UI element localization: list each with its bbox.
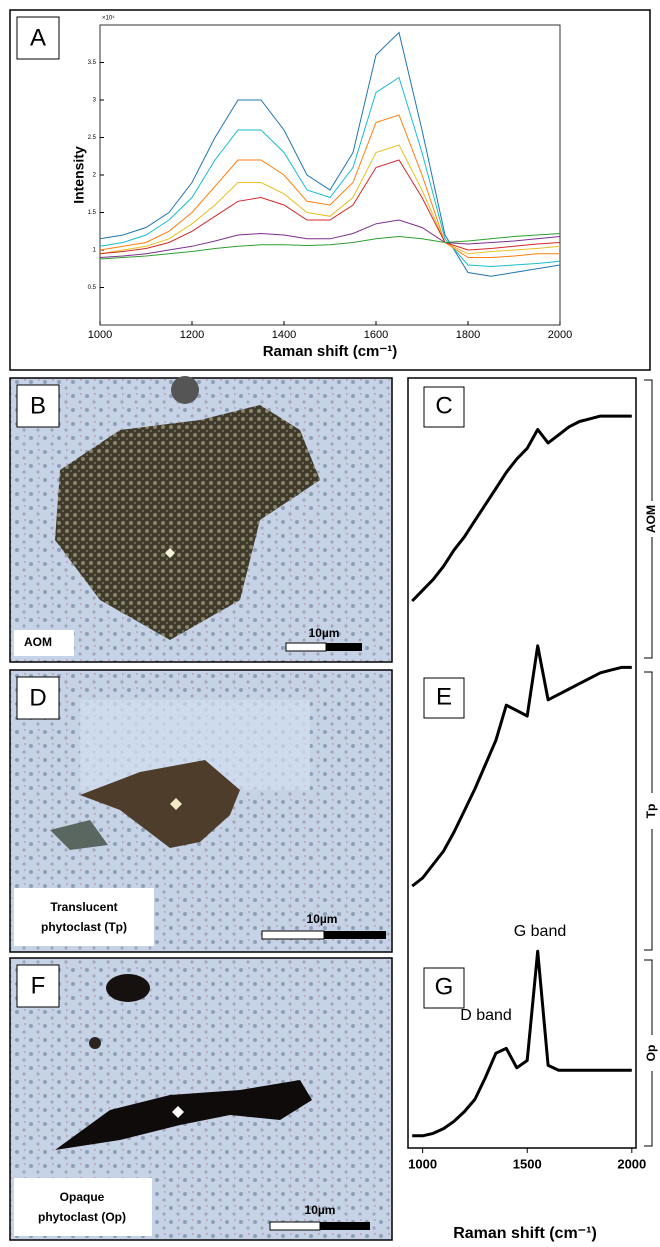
y-tick-label: 2.5: [88, 135, 97, 141]
panel-label: B: [30, 392, 46, 419]
caption-box: [14, 888, 154, 946]
scale-bar: [324, 931, 386, 939]
y-axis-label: Intensity: [71, 146, 87, 204]
y-tick-label: 0.5: [88, 285, 97, 291]
caption-box: [14, 1178, 152, 1236]
panel-label: G: [435, 973, 454, 1000]
scale-bar: [286, 643, 326, 651]
figure: A Intensity Raman shift (cm⁻¹) ×10⁴ B AO…: [0, 0, 660, 1247]
x-tick-label: 1400: [272, 329, 296, 341]
group-bracket: [644, 380, 652, 1146]
x-axis-label: Raman shift (cm⁻¹): [453, 1225, 597, 1242]
peak-annotation: G band: [514, 923, 566, 940]
x-tick-label: 2000: [548, 329, 572, 341]
x-tick-label: 2000: [617, 1156, 646, 1171]
panel-label: C: [435, 392, 452, 419]
x-tick-label: 1000: [88, 329, 112, 341]
y-tick-label: 1.5: [88, 210, 97, 216]
scale-bar: [320, 1222, 370, 1230]
x-tick-label: 1500: [513, 1156, 542, 1171]
panel-label: F: [31, 972, 46, 999]
x-tick-label: 1000: [408, 1156, 437, 1171]
group-label: Op: [644, 1045, 658, 1062]
y-multiplier: ×10⁴: [102, 15, 115, 22]
y-tick-label: 3.5: [88, 60, 97, 66]
scale-label: 10µm: [305, 1203, 336, 1217]
peak-annotation: D band: [460, 1007, 512, 1024]
micrograph-b: [10, 376, 392, 662]
scale-label: 10µm: [307, 912, 338, 926]
caption: Opaque: [60, 1190, 105, 1204]
group-label: Tp: [644, 804, 658, 819]
panel-label: A: [30, 24, 46, 51]
group-label: AOM: [644, 505, 658, 533]
panel-label: E: [436, 683, 452, 710]
x-axis-label: Raman shift (cm⁻¹): [263, 343, 398, 360]
caption: phytoclast (Op): [38, 1210, 126, 1224]
scale-bar: [270, 1222, 320, 1230]
scale-bar: [262, 931, 324, 939]
caption: AOM: [24, 635, 52, 649]
x-tick-label: 1600: [364, 329, 388, 341]
spectra-frame: [408, 378, 636, 1148]
scale-bar: [326, 643, 362, 651]
caption: Translucent: [50, 900, 117, 914]
x-tick-label: 1800: [456, 329, 480, 341]
scale-label: 10µm: [309, 626, 340, 640]
panel-label: D: [29, 684, 46, 711]
x-tick-label: 1200: [180, 329, 204, 341]
caption: phytoclast (Tp): [41, 920, 127, 934]
